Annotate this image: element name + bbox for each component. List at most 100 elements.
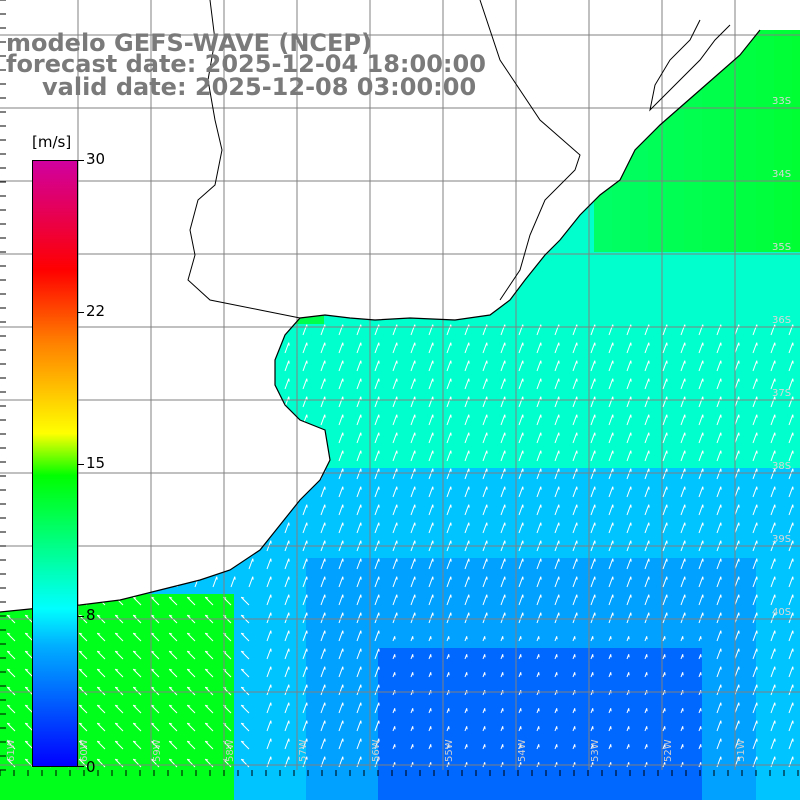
wind-arrow xyxy=(302,666,308,678)
wind-arrow xyxy=(230,324,236,336)
wind-speed-cell xyxy=(594,234,612,252)
wind-arrow xyxy=(770,486,776,498)
wind-speed-cell xyxy=(0,702,18,720)
wind-arrow xyxy=(644,378,650,390)
wind-speed-cell xyxy=(540,378,558,396)
wind-speed-cell xyxy=(360,774,378,792)
wind-speed-cell xyxy=(774,504,792,522)
wind-arrow xyxy=(374,738,380,750)
wind-speed-cell xyxy=(774,126,792,144)
wind-speed-cell xyxy=(558,612,576,630)
wind-arrow xyxy=(114,722,124,732)
wind-arrow xyxy=(140,576,146,588)
wind-speed-cell xyxy=(720,558,738,576)
wind-arrow-head xyxy=(151,686,155,689)
wind-speed-cell xyxy=(540,666,558,684)
wind-arrow xyxy=(788,414,794,426)
wind-arrow xyxy=(14,486,20,498)
wind-speed-cell xyxy=(666,144,684,162)
wind-speed-cell xyxy=(630,486,648,504)
wind-speed-cell xyxy=(738,594,756,612)
wind-arrow xyxy=(662,414,668,426)
wind-arrow-head xyxy=(169,740,173,743)
longitude-label: 51W xyxy=(736,739,747,762)
longitude-label: 57W xyxy=(298,739,309,762)
wind-speed-cell xyxy=(774,792,792,800)
wind-speed-cell xyxy=(738,378,756,396)
wind-speed-cell xyxy=(684,432,702,450)
wind-speed-cell xyxy=(684,684,702,702)
wind-arrow xyxy=(222,758,232,768)
wind-arrow xyxy=(302,612,308,624)
wind-speed-cell xyxy=(702,684,720,702)
wind-arrow-head xyxy=(25,704,29,707)
wind-arrow xyxy=(168,686,178,696)
wind-speed-cell xyxy=(342,432,360,450)
wind-arrow-head xyxy=(79,632,83,635)
wind-arrow xyxy=(176,450,182,462)
wind-arrow xyxy=(662,324,668,336)
wind-speed-cell xyxy=(738,576,756,594)
wind-arrow xyxy=(608,450,614,462)
wind-arrow xyxy=(608,504,614,516)
wind-arrow xyxy=(428,486,434,498)
wind-speed-cell xyxy=(792,774,800,792)
wind-arrow xyxy=(104,522,110,534)
wind-speed-cell xyxy=(702,198,720,216)
wind-speed-cell xyxy=(342,504,360,522)
wind-arrow-head xyxy=(151,740,155,743)
wind-arrow-head xyxy=(115,686,119,689)
wind-arrow xyxy=(788,396,794,408)
wind-arrow xyxy=(104,450,110,462)
wind-speed-cell xyxy=(396,738,414,756)
wind-speed-cell xyxy=(738,702,756,720)
wind-arrow xyxy=(302,324,308,336)
land-mask xyxy=(0,0,800,612)
wind-speed-cell xyxy=(432,432,450,450)
wind-speed-cell xyxy=(180,612,198,630)
wind-arrow-head xyxy=(7,722,11,725)
wind-arrow xyxy=(266,432,272,444)
wind-speed-cell xyxy=(738,324,756,342)
wind-arrow xyxy=(320,594,326,606)
wind-speed-cell xyxy=(666,594,684,612)
wind-speed-cell xyxy=(612,234,630,252)
wind-speed-cell xyxy=(594,198,612,216)
wind-speed-cell xyxy=(162,648,180,666)
wind-speed-cell xyxy=(360,576,378,594)
wind-speed-cell xyxy=(144,666,162,684)
wind-speed-cell xyxy=(468,648,486,666)
wind-speed-cell xyxy=(792,144,800,162)
lagoon-outline xyxy=(649,19,731,112)
wind-arrow xyxy=(464,342,470,354)
wind-arrow xyxy=(518,396,524,408)
wind-arrow xyxy=(428,594,434,606)
wind-arrow xyxy=(644,324,650,336)
wind-speed-cell xyxy=(792,450,800,468)
wind-speed-cell xyxy=(594,576,612,594)
wind-speed-cell xyxy=(486,414,504,432)
wind-speed-cell xyxy=(738,342,756,360)
wind-speed-cell xyxy=(414,342,432,360)
wind-speed-cell xyxy=(792,576,800,594)
wind-speed-cell xyxy=(774,288,792,306)
wind-arrow xyxy=(284,666,290,678)
wind-speed-cell xyxy=(414,360,432,378)
wind-arrow xyxy=(590,414,596,426)
wind-arrow xyxy=(374,684,380,696)
wind-arrow xyxy=(230,468,236,480)
wind-speed-cell xyxy=(738,306,756,324)
wind-arrow xyxy=(572,360,578,372)
wind-arrow xyxy=(590,396,596,408)
wind-speed-cell xyxy=(342,738,360,756)
wind-arrow xyxy=(194,432,200,444)
wind-arrow xyxy=(114,686,124,696)
wind-speed-cell xyxy=(36,774,54,792)
wind-arrow xyxy=(284,558,290,570)
wind-arrow xyxy=(158,360,164,372)
wind-speed-cell xyxy=(432,774,450,792)
wind-arrow xyxy=(680,414,686,426)
wind-speed-cell xyxy=(720,108,738,126)
wind-arrow-head xyxy=(205,650,209,653)
wind-arrow xyxy=(644,558,650,570)
